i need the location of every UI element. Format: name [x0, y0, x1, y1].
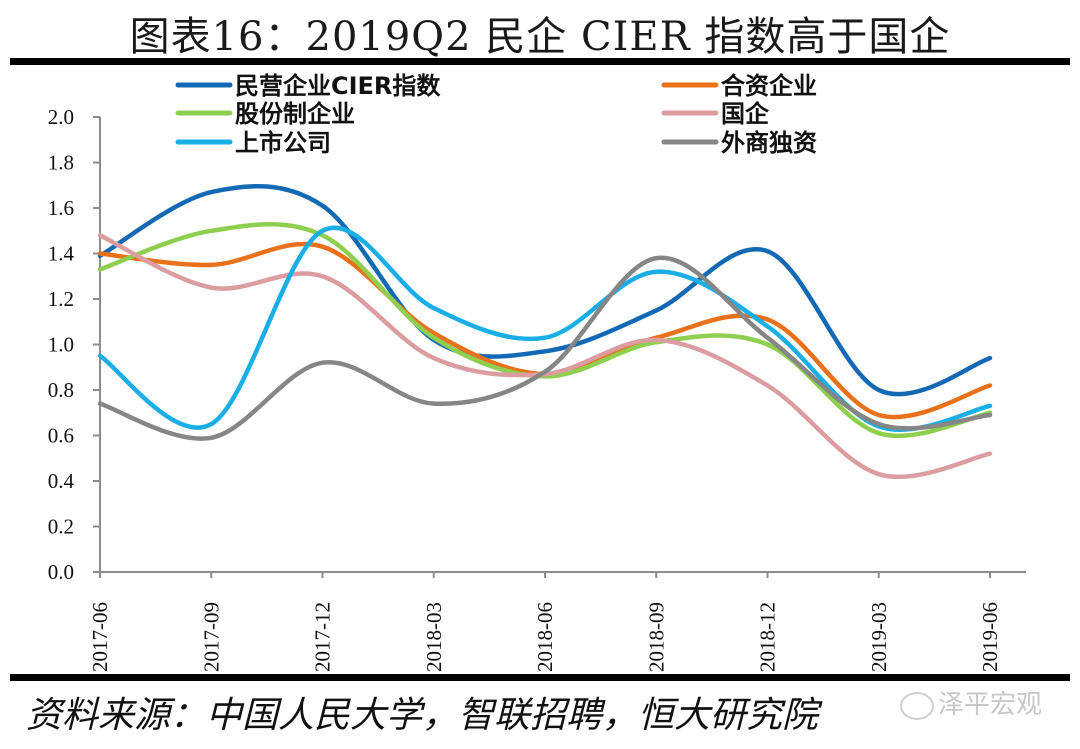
x-tick-label: 2017-06 — [88, 602, 112, 672]
series-layer — [97, 184, 993, 480]
x-tick-label: 2019-03 — [867, 602, 891, 672]
legend-label: 外商独资 — [721, 129, 817, 157]
legend-label: 国企 — [721, 100, 770, 128]
legend-item: 上市公司 — [175, 129, 331, 157]
x-tick-label: 2018-06 — [533, 602, 557, 672]
y-tick-label: 1.0 — [48, 333, 74, 357]
watermark-text: 泽平宏观 — [938, 690, 1043, 720]
source-note: 资料来源：中国人民大学，智联招聘，恒大研究院 — [26, 695, 819, 736]
x-tick-label: 2018-09 — [644, 602, 668, 672]
x-tick-label: 2017-12 — [311, 602, 335, 672]
x-tick-label: 2018-03 — [422, 602, 446, 672]
y-tick-label: 0.8 — [48, 378, 74, 402]
footer-divider — [10, 674, 1070, 681]
legend-label: 合资企业 — [721, 72, 817, 100]
x-tick-label: 2017-09 — [199, 602, 223, 672]
legend-label: 股份制企业 — [235, 100, 355, 128]
y-tick-label: 1.2 — [48, 287, 74, 311]
legend-label: 上市公司 — [235, 129, 331, 157]
y-tick-label: 1.4 — [48, 242, 75, 266]
y-tick-label: 1.8 — [48, 151, 74, 175]
legend-item: 股份制企业 — [175, 100, 355, 128]
y-tick-label: 2.0 — [48, 105, 74, 129]
legend-label: 民营企业CIER指数 — [235, 72, 441, 100]
series-line-3 — [97, 233, 993, 480]
watermark: 泽平宏观 — [900, 684, 1042, 721]
axes: 0.0 0.2 0.4 0.6 0.8 1.0 1.2 1.4 1.6 1.8 2.0 2017-06… — [48, 105, 1026, 672]
y-tick-label: 0.6 — [48, 424, 74, 448]
title-divider — [10, 58, 1070, 65]
legend-item: 外商独资 — [661, 129, 817, 157]
series-line-2 — [97, 221, 993, 439]
series-line-5 — [97, 255, 993, 441]
y-tick-label: 0.0 — [48, 560, 74, 584]
chart-title: 图表16：2019Q2 民企 CIER 指数高于国企 — [129, 14, 951, 60]
x-tick-label: 2019-06 — [978, 602, 1002, 672]
legend-item: 合资企业 — [661, 72, 817, 100]
x-tick-label: 2018-12 — [756, 602, 780, 672]
series-line-0 — [97, 184, 993, 397]
y-tick-label: 0.4 — [48, 469, 75, 493]
y-tick-label: 1.6 — [48, 196, 74, 220]
legend-item: 国企 — [661, 100, 770, 128]
legend-item: 民营企业CIER指数 — [175, 72, 441, 100]
y-tick-label: 0.2 — [48, 515, 74, 539]
wechat-icon — [900, 691, 934, 720]
series-line-1 — [97, 241, 993, 420]
